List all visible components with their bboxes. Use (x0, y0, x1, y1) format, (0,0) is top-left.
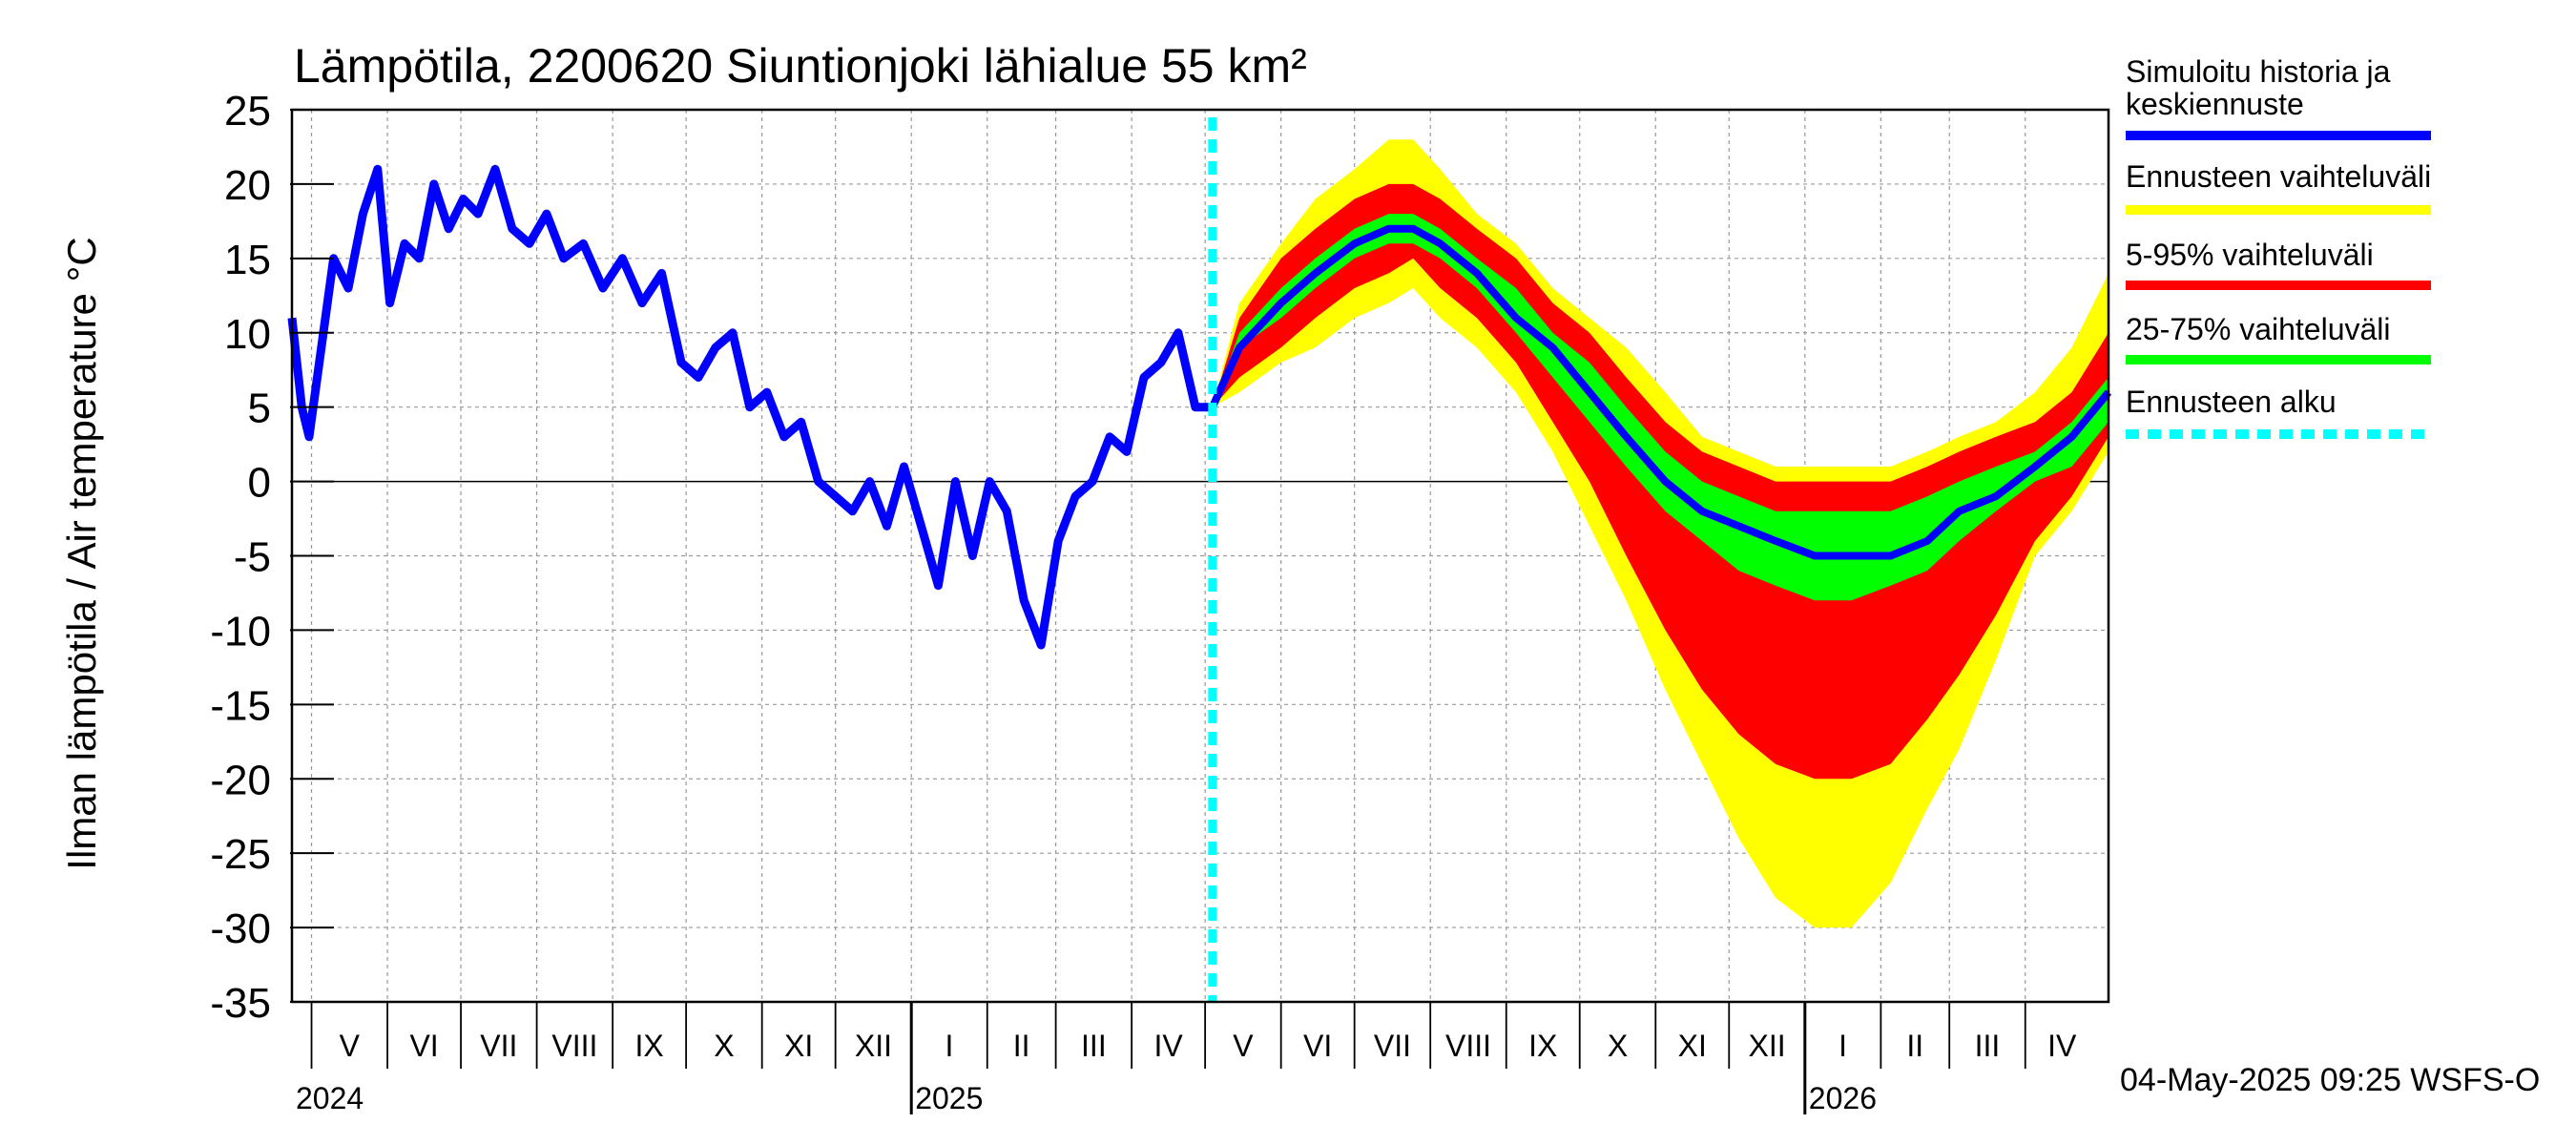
y-tick-label: -10 (210, 608, 271, 655)
month-label: II (1013, 1029, 1030, 1063)
month-label: VIII (1445, 1029, 1491, 1063)
legend-label: Simuloitu historia ja (2126, 54, 2391, 89)
chart-title: Lämpötila, 2200620 Siuntionjoki lähialue… (294, 39, 1307, 93)
y-tick-label: 25 (224, 88, 271, 135)
month-label: VII (480, 1029, 517, 1063)
month-label: III (1975, 1029, 2001, 1063)
month-label: V (1233, 1029, 1254, 1063)
history-line (287, 164, 1213, 650)
month-label: X (1608, 1029, 1628, 1063)
legend-label: 5-95% vaihteluväli (2126, 238, 2374, 272)
y-tick-label: 15 (224, 237, 271, 283)
y-tick-label: -15 (210, 682, 271, 729)
year-label: 2025 (915, 1081, 983, 1115)
y-tick-label: -35 (210, 980, 271, 1027)
y-axis-label: Ilman lämpötila / Air temperature °C (59, 237, 104, 869)
month-label: I (1839, 1029, 1847, 1063)
y-axis: 25 20 15 10 5 0 -5 -10 -15 -20 -25 -30 -35 (210, 88, 334, 1027)
month-label: XII (1748, 1029, 1785, 1063)
legend-label: keskiennuste (2126, 87, 2304, 121)
month-label: XII (855, 1029, 892, 1063)
y-tick-label: -5 (234, 534, 271, 581)
month-label: X (714, 1029, 734, 1063)
month-label: XI (784, 1029, 813, 1063)
y-tick-label: 10 (224, 311, 271, 358)
y-tick-label: 20 (224, 162, 271, 209)
data-lines (287, 117, 2112, 1002)
year-label: 2024 (296, 1081, 364, 1115)
month-label: VI (409, 1029, 438, 1063)
month-label: IX (635, 1029, 664, 1063)
y-tick-label: -30 (210, 906, 271, 952)
month-label: V (340, 1029, 361, 1063)
legend-label: 25-75% vaihteluväli (2126, 312, 2391, 346)
month-label: VII (1374, 1029, 1411, 1063)
y-tick-label: -20 (210, 757, 271, 803)
y-tick-label: 0 (248, 460, 271, 507)
y-tick-label: 5 (248, 385, 271, 432)
month-label: IV (1154, 1029, 1184, 1063)
legend-label: Ennusteen vaihteluväli (2126, 159, 2431, 194)
y-tick-label: -25 (210, 831, 271, 878)
legend-label: Ennusteen alku (2126, 385, 2337, 419)
month-label: VI (1303, 1029, 1332, 1063)
month-label: I (945, 1029, 954, 1063)
month-label: II (1906, 1029, 1923, 1063)
footer-timestamp: 04-May-2025 09:25 WSFS-O (2120, 1062, 2540, 1098)
month-label: III (1081, 1029, 1107, 1063)
x-axis: V VI VII VIII IX X XI XII I II III IV V VI VII VIII IX X X… (296, 1002, 2077, 1115)
year-label: 2026 (1809, 1081, 1877, 1115)
month-label: IV (2047, 1029, 2077, 1063)
month-label: IX (1528, 1029, 1557, 1063)
month-label: VIII (551, 1029, 597, 1063)
forecast-bands (1212, 139, 2109, 928)
median-forecast-line (1209, 224, 2112, 560)
month-label: XI (1678, 1029, 1707, 1063)
